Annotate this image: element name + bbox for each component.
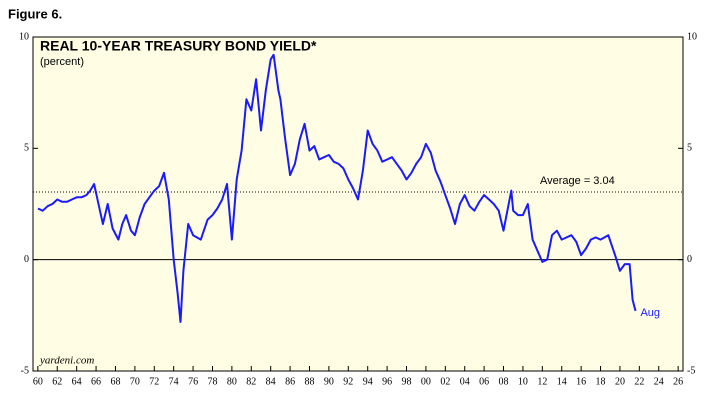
end-label: Aug [640,307,660,319]
x-tick-label: 00 [421,376,431,387]
y2-tick-label: 0 [687,254,692,265]
y-tick-label: -5 [21,365,29,376]
plot-area [32,36,684,372]
chart-subtitle: (percent) [40,56,84,68]
figure-label: Figure 6. [8,6,62,21]
x-tick-label: 76 [188,376,198,387]
x-tick-label: 16 [576,376,586,387]
x-tick-label: 96 [382,376,392,387]
x-tick-label: 98 [402,376,412,387]
x-tick-label: 60 [33,376,43,387]
x-tick-label: 92 [343,376,353,387]
x-tick-label: 74 [169,376,179,387]
y-tick-label: 5 [24,143,29,154]
x-tick-label: 68 [110,376,120,387]
x-tick-label: 64 [72,376,82,387]
x-tick-label: 10 [518,376,528,387]
x-tick-label: 78 [207,376,217,387]
source: yardeni.com [39,355,94,367]
y-tick-label: 10 [19,31,29,42]
x-tick-label: 22 [634,376,644,387]
x-tick-label: 80 [227,376,237,387]
x-tick-label: 20 [615,376,625,387]
x-tick-label: 12 [537,376,547,387]
x-tick-label: 26 [673,376,683,387]
x-tick-label: 62 [52,376,62,387]
x-tick-label: 86 [285,376,295,387]
x-tick-label: 82 [246,376,256,387]
x-tick-label: 90 [324,376,334,387]
x-tick-label: 06 [479,376,489,387]
y2-tick-label: 10 [687,31,697,42]
series-line [37,53,637,323]
x-tick-label: 94 [363,376,373,387]
x-tick-label: 70 [130,376,140,387]
x-tick-label: 02 [440,376,450,387]
x-tick-label: 18 [596,376,606,387]
x-tick-label: 88 [304,376,314,387]
chart-title: REAL 10-YEAR TREASURY BOND YIELD* [40,38,317,54]
x-tick-label: 84 [266,376,276,387]
y-tick-label: 0 [24,254,29,265]
x-tick-label: 04 [460,376,470,387]
x-tick-label: 14 [557,376,567,387]
x-tick-label: 72 [149,376,159,387]
y2-tick-label: -5 [687,365,695,376]
x-tick-label: 66 [91,376,101,387]
average-label: Average = 3.04 [540,175,615,187]
x-tick-label: 24 [654,376,664,387]
x-tick-label: 08 [499,376,509,387]
y2-tick-label: 5 [687,143,692,154]
